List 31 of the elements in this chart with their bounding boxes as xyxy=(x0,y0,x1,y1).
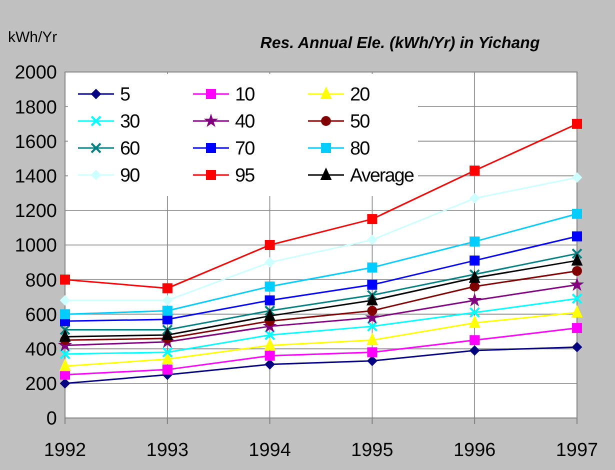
y-tick-label: 600 xyxy=(25,304,57,326)
legend-label: 5 xyxy=(120,84,130,106)
y-tick-label: 1400 xyxy=(14,166,57,188)
y-tick-label: 1000 xyxy=(14,236,57,257)
y-tick-label: 1600 xyxy=(14,132,57,153)
y-tick-label: 1200 xyxy=(14,201,57,222)
y-tick-label: 200 xyxy=(25,374,57,396)
legend-label: 60 xyxy=(120,138,140,160)
legend-label: 80 xyxy=(350,138,370,160)
y-tick-label: 800 xyxy=(25,270,57,292)
y-tick-label: 2000 xyxy=(14,62,57,84)
y-tick-label: 0 xyxy=(46,408,57,430)
legend-label: 30 xyxy=(120,112,140,133)
x-tick-label: 1996 xyxy=(453,440,496,461)
legend-label: 50 xyxy=(350,112,370,133)
legend-label: 40 xyxy=(235,112,255,133)
x-tick-label: 1992 xyxy=(44,440,86,461)
legend-label: Average xyxy=(350,166,414,187)
legend-label: 10 xyxy=(235,84,255,106)
y-tick-label: 1800 xyxy=(14,97,57,118)
legend-label: 90 xyxy=(120,166,140,187)
chart-title: Res. Annual Ele. (kWh/Yr) in Yichang xyxy=(260,35,540,52)
x-tick-label: 1993 xyxy=(146,440,189,461)
legend-label: 95 xyxy=(235,166,255,187)
legend-label: 20 xyxy=(350,84,370,106)
x-tick-label: 1997 xyxy=(556,440,598,461)
y-tick-label: 400 xyxy=(25,339,57,360)
legend-label: 70 xyxy=(235,138,255,160)
x-tick-label: 1995 xyxy=(351,440,394,461)
x-tick-label: 1994 xyxy=(248,440,292,461)
y-axis-title: kWh/Yr xyxy=(8,29,58,46)
